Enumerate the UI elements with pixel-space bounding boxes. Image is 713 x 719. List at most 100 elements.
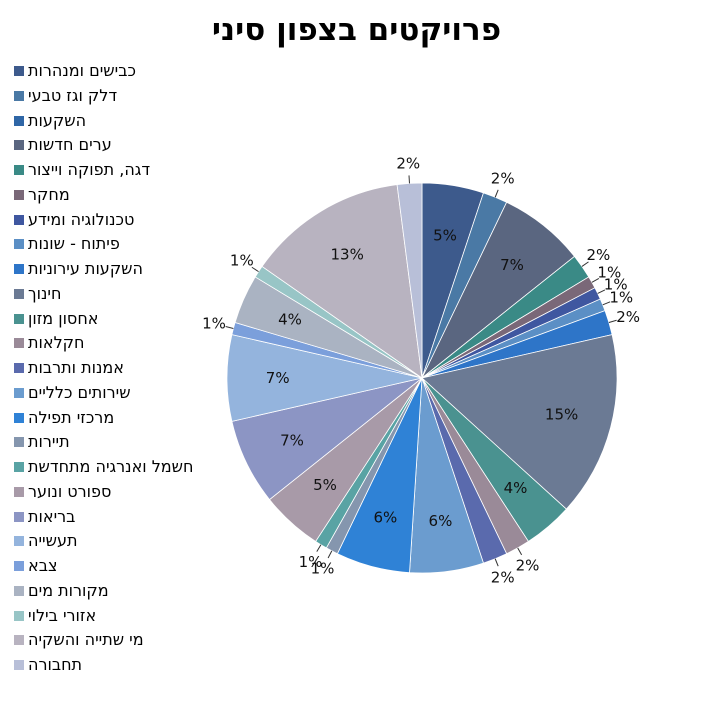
legend-swatch: [14, 140, 24, 151]
leader-line: [316, 544, 322, 552]
legend-label: דלק וגז טבעי: [28, 85, 118, 105]
leader-line: [602, 301, 611, 306]
legend-item: צבא: [12, 555, 212, 580]
leader-line: [517, 547, 523, 556]
legend-label: דגה, תפוקה וייצור: [28, 160, 151, 179]
legend-label: ספורט ונוער: [28, 481, 112, 501]
legend-label: מחקר: [28, 184, 70, 204]
data-label: 2%: [491, 170, 515, 188]
legend-item: ספורט ונוער: [12, 481, 212, 506]
legend-swatch: [14, 189, 24, 200]
data-label: 1%: [597, 264, 621, 282]
chart-title: פרויקטים בצפון סיני: [211, 12, 502, 48]
data-label: 4%: [278, 311, 302, 329]
legend-label: כבישים ומנהרות: [28, 61, 136, 80]
data-label: 4%: [504, 479, 528, 497]
legend-item: חקלאות: [12, 332, 212, 357]
legend-swatch: [14, 165, 24, 175]
legend-item: דגה, תפוקה וייצור: [12, 159, 212, 184]
legend-swatch: [14, 264, 24, 274]
legend-item: ערים חדשות: [12, 134, 212, 159]
legend-item: מרכזי תפילה: [12, 407, 212, 432]
legend-swatch: [14, 313, 24, 324]
legend-item: פיתוח - שונות: [12, 233, 212, 258]
legend-label: טכנולוגיה ומידע: [28, 209, 135, 229]
legend-label: חקלאות: [28, 333, 85, 353]
legend-swatch: [14, 660, 24, 670]
leader-line: [327, 550, 333, 559]
data-label: 2%: [491, 568, 515, 586]
legend-swatch: [14, 387, 24, 398]
legend-item: השקעות: [12, 110, 212, 135]
leader-line: [494, 558, 499, 567]
legend-swatch: [14, 585, 24, 596]
data-label: 7%: [500, 256, 524, 274]
legend-swatch: [14, 635, 24, 646]
legend-item: מי שתייה והשקיה: [12, 629, 212, 654]
legend-item: תחבורה: [12, 654, 212, 679]
legend-label: חשמל ואנרגיה מתחדשת: [28, 457, 194, 476]
legend-label: תעשייה: [28, 531, 78, 551]
legend-label: צבא: [28, 556, 58, 575]
leader-line: [608, 319, 617, 323]
legend-swatch: [14, 511, 24, 522]
legend-item: אזורי בילוי: [12, 605, 212, 630]
legend-item: מקורות מים: [12, 580, 212, 605]
data-label: 1%: [609, 288, 633, 306]
data-label: 7%: [280, 432, 304, 450]
data-label: 6%: [374, 509, 398, 527]
legend-swatch: [14, 536, 24, 547]
pie-slice: [421, 334, 618, 510]
data-label: 1%: [604, 276, 628, 294]
legend-item: השקעות עירוניות: [12, 258, 212, 283]
legend-label: השקעות: [28, 110, 87, 130]
legend-swatch: [14, 437, 24, 448]
leader-line: [408, 175, 411, 184]
legend-swatch: [14, 363, 24, 373]
data-label: 15%: [545, 406, 578, 424]
leader-line: [225, 326, 234, 330]
data-label: 1%: [311, 560, 335, 578]
legend-swatch: [14, 214, 24, 225]
legend-swatch: [14, 412, 24, 423]
legend-item: בריאות: [12, 506, 212, 531]
data-label: 2%: [586, 246, 610, 264]
leader-line: [591, 277, 600, 283]
legend-label: פיתוח - שונות: [28, 234, 120, 254]
legend-item: מחקר: [12, 184, 212, 209]
data-label: 6%: [429, 512, 453, 530]
legend-item: חשמל ואנרגיה מתחדשת: [12, 456, 212, 481]
legend-label: שירותים כלליים: [28, 382, 131, 402]
legend-label: חינוך: [28, 283, 62, 303]
legend-label: מי שתייה והשקיה: [28, 630, 144, 650]
legend-item: טכנולוגיה ומידע: [12, 209, 212, 234]
data-label: 2%: [516, 556, 540, 574]
legend-label: תחבורה: [28, 655, 83, 674]
legend-swatch: [14, 486, 24, 497]
legend-label: בריאות: [28, 506, 76, 526]
data-label: 5%: [313, 476, 337, 494]
legend: כבישים ומנהרות דלק וגז טבעי השקעות ערים חדש…: [12, 60, 212, 679]
legend-label: אחסון מזון: [28, 308, 99, 328]
data-label: 1%: [202, 314, 226, 332]
legend-item: דלק וגז טבעי: [12, 85, 212, 110]
data-label: 1%: [230, 252, 254, 270]
legend-swatch: [14, 288, 24, 299]
legend-item: תיירות: [12, 431, 212, 456]
data-label: 13%: [331, 246, 364, 264]
leader-line: [581, 261, 589, 267]
data-label: 2%: [616, 308, 640, 326]
data-label: 7%: [266, 369, 290, 387]
legend-swatch: [14, 90, 24, 101]
legend-swatch: [14, 561, 24, 571]
legend-item: אחסון מזון: [12, 308, 212, 333]
legend-item: תעשייה: [12, 530, 212, 555]
data-label: 5%: [433, 227, 457, 245]
legend-label: מקורות מים: [28, 580, 109, 600]
legend-label: אמנות ותרבות: [28, 358, 124, 377]
data-label: 1%: [299, 553, 323, 571]
leader-line: [597, 289, 606, 294]
legend-swatch: [14, 462, 24, 472]
legend-item: אמנות ותרבות: [12, 357, 212, 382]
